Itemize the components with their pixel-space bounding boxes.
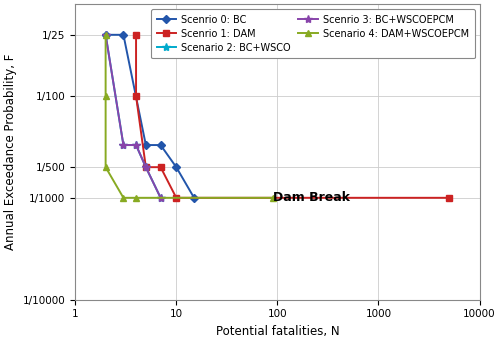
Scenario 4: DAM+WSCOEPCM: (2, 0.002): DAM+WSCOEPCM: (2, 0.002) [102, 165, 108, 169]
Scenrio 3: BC+WSCOEPCM: (5, 0.002): BC+WSCOEPCM: (5, 0.002) [143, 165, 149, 169]
Scenrio 3: BC+WSCOEPCM: (2, 0.04): BC+WSCOEPCM: (2, 0.04) [102, 33, 108, 37]
Scenrio 1: DAM: (7, 0.002): DAM: (7, 0.002) [158, 165, 164, 169]
Scenrio 0: BC: (15, 0.001): BC: (15, 0.001) [191, 196, 197, 200]
Scenrio 0: BC: (3, 0.04): BC: (3, 0.04) [120, 33, 126, 37]
Scenario 2: BC+WSCO: (4, 0.0033): BC+WSCO: (4, 0.0033) [133, 143, 139, 147]
Text: Dam Break: Dam Break [272, 191, 349, 204]
Scenario 4: DAM+WSCOEPCM: (2, 0.01): DAM+WSCOEPCM: (2, 0.01) [102, 94, 108, 98]
Line: Scenrio 3: BC+WSCOEPCM: Scenrio 3: BC+WSCOEPCM [102, 31, 165, 202]
Line: Scenario 2: BC+WSCO: Scenario 2: BC+WSCO [102, 31, 165, 202]
Scenrio 1: DAM: (5, 0.002): DAM: (5, 0.002) [143, 165, 149, 169]
Scenario 2: BC+WSCO: (7, 0.001): BC+WSCO: (7, 0.001) [158, 196, 164, 200]
Scenario 2: BC+WSCO: (2, 0.04): BC+WSCO: (2, 0.04) [102, 33, 108, 37]
Scenrio 1: DAM: (10, 0.001): DAM: (10, 0.001) [174, 196, 180, 200]
Scenario 2: BC+WSCO: (5, 0.002): BC+WSCO: (5, 0.002) [143, 165, 149, 169]
Scenario 4: DAM+WSCOEPCM: (2, 0.04): DAM+WSCOEPCM: (2, 0.04) [102, 33, 108, 37]
Scenario 4: DAM+WSCOEPCM: (4, 0.001): DAM+WSCOEPCM: (4, 0.001) [133, 196, 139, 200]
Line: Scenrio 0: BC: Scenrio 0: BC [103, 32, 197, 201]
Scenrio 0: BC: (10, 0.002): BC: (10, 0.002) [174, 165, 180, 169]
Scenrio 1: DAM: (5e+03, 0.001): DAM: (5e+03, 0.001) [446, 196, 452, 200]
Scenrio 0: BC: (7, 0.0033): BC: (7, 0.0033) [158, 143, 164, 147]
Line: Scenario 4: DAM+WSCOEPCM: Scenario 4: DAM+WSCOEPCM [102, 31, 276, 201]
Scenrio 1: DAM: (4, 0.01): DAM: (4, 0.01) [133, 94, 139, 98]
Scenario 4: DAM+WSCOEPCM: (3, 0.001): DAM+WSCOEPCM: (3, 0.001) [120, 196, 126, 200]
Scenrio 0: BC: (2, 0.04): BC: (2, 0.04) [102, 33, 108, 37]
Legend: Scenrio 0: BC, Scenrio 1: DAM, Scenario 2: BC+WSCO, Scenrio 3: BC+WSCOEPCM, Scen: Scenrio 0: BC, Scenrio 1: DAM, Scenario … [151, 9, 474, 58]
Scenrio 0: BC: (5, 0.0033): BC: (5, 0.0033) [143, 143, 149, 147]
Scenario 4: DAM+WSCOEPCM: (90, 0.001): DAM+WSCOEPCM: (90, 0.001) [270, 196, 276, 200]
X-axis label: Potential fatalities, N: Potential fatalities, N [216, 325, 339, 338]
Scenrio 1: DAM: (4, 0.04): DAM: (4, 0.04) [133, 33, 139, 37]
Scenario 2: BC+WSCO: (3, 0.0033): BC+WSCO: (3, 0.0033) [120, 143, 126, 147]
Scenrio 3: BC+WSCOEPCM: (7, 0.001): BC+WSCOEPCM: (7, 0.001) [158, 196, 164, 200]
Line: Scenrio 1: DAM: Scenrio 1: DAM [134, 32, 452, 201]
Scenrio 3: BC+WSCOEPCM: (4, 0.0033): BC+WSCOEPCM: (4, 0.0033) [133, 143, 139, 147]
Y-axis label: Annual Exceedance Probability, F: Annual Exceedance Probability, F [4, 54, 17, 250]
Scenrio 3: BC+WSCOEPCM: (3, 0.0033): BC+WSCOEPCM: (3, 0.0033) [120, 143, 126, 147]
